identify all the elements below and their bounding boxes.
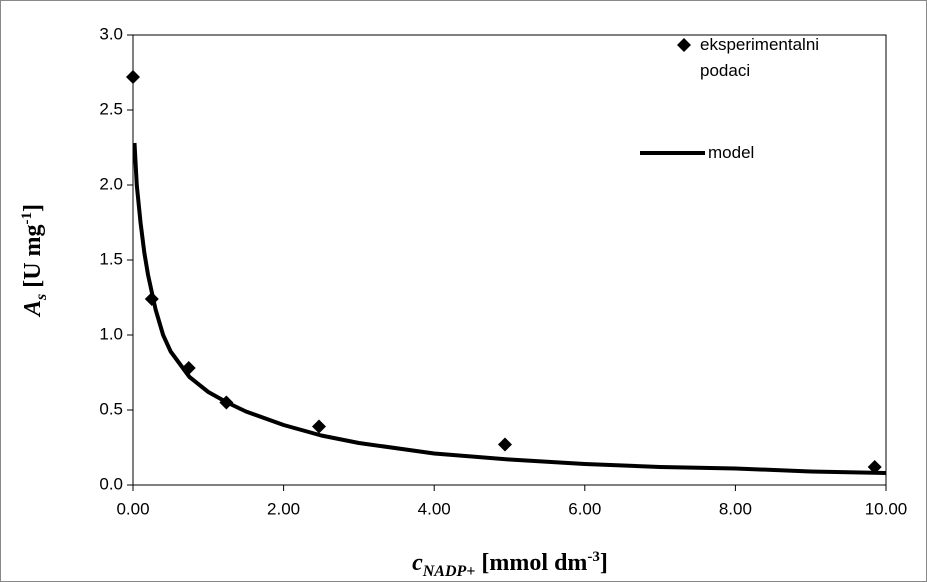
x-tick-label: 10.00 [865,499,908,518]
x-tick-label: 0.00 [116,499,149,518]
model-line [132,142,887,475]
y-tick-label: 1.0 [99,324,123,343]
legend-label: model [708,143,755,162]
y-axis-title: As [U mg-1] [19,204,50,318]
data-point [867,460,882,474]
x-tick-label: 2.00 [267,499,300,518]
y-tick-label: 3.0 [99,24,123,43]
x-title-part: c [412,550,423,576]
y-tick-label: 2.0 [99,174,123,193]
y-tick-label: 2.5 [99,99,123,118]
y-tick-label: 0.0 [99,474,123,493]
x-tick-label: 4.00 [418,499,451,518]
y-title-part: ] [20,204,46,212]
x-axis-title: cNADP+ [mmol dm-3] [412,549,608,580]
data-point [126,70,140,84]
x-title-part: ] [600,550,608,576]
x-title-part: -3 [587,549,600,565]
y-title-part: -1 [19,212,35,225]
x-title-part: NADP+ [422,563,476,580]
legend-marker [677,38,691,52]
y-tick-label: 1.5 [99,249,123,268]
x-tick-label: 8.00 [719,499,752,518]
x-title-part: [mmol dm [475,550,587,576]
data-point [311,419,326,434]
y-title-part: A [20,300,46,318]
y-title-part: [U mg [20,224,46,293]
y-title-part: s [33,294,50,301]
data-point [497,437,512,452]
x-tick-label: 6.00 [568,499,601,518]
legend-label: eksperimentalni podaci [700,35,820,80]
y-tick-label: 0.5 [99,399,123,418]
